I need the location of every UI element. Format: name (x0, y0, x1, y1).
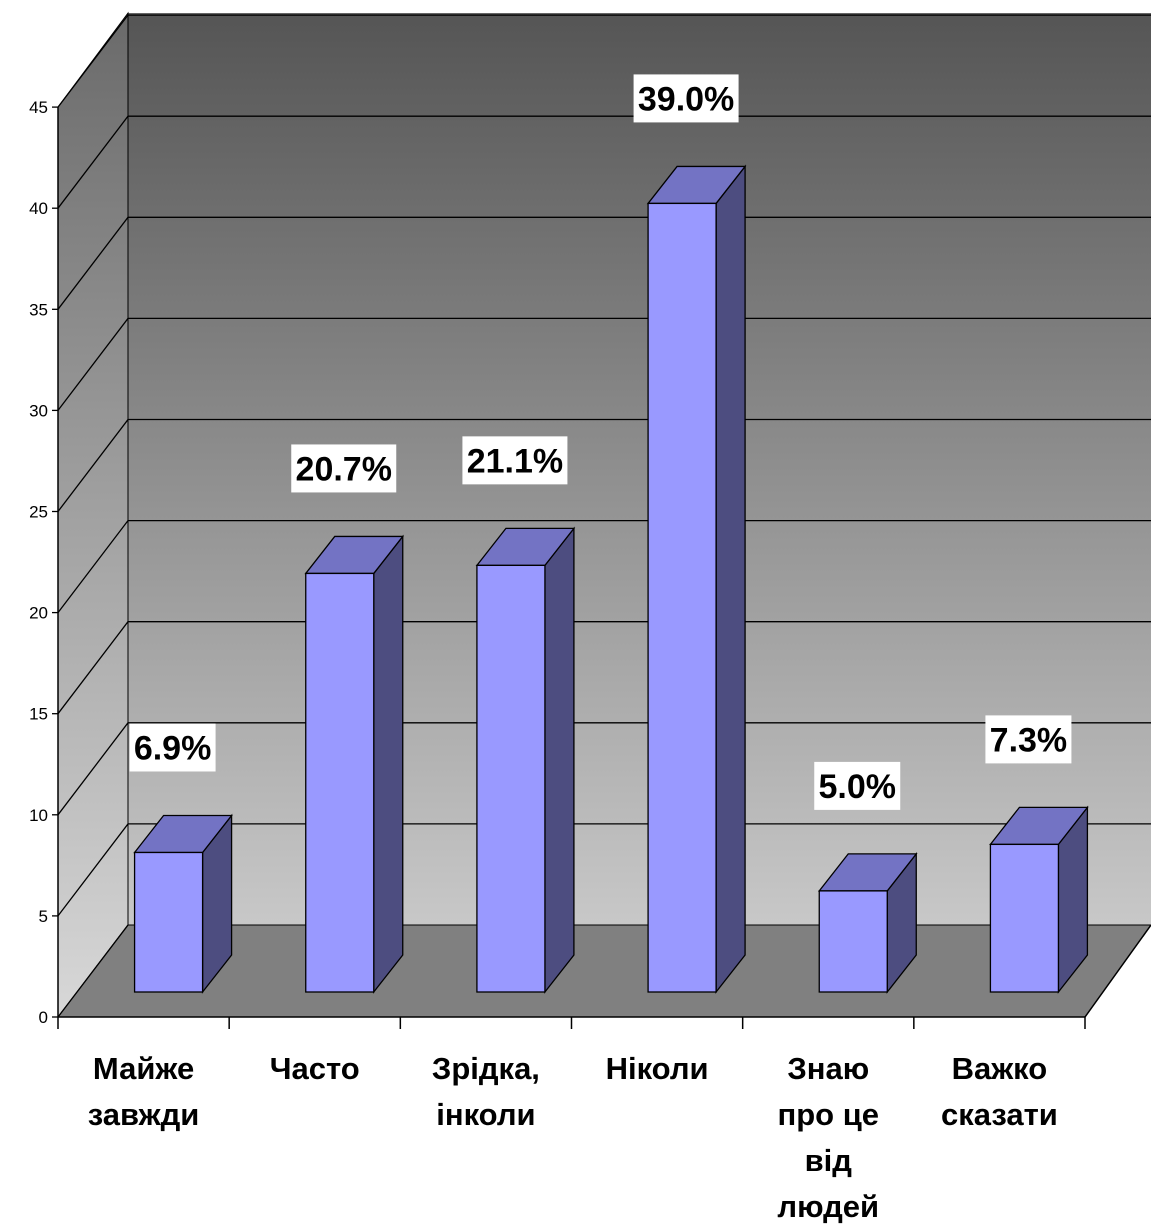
y-tick-label: 15 (29, 705, 48, 724)
y-tick-label: 40 (29, 199, 48, 218)
bar-front (989, 843, 1060, 993)
category-label: Зрідка, інколи (432, 1051, 540, 1132)
data-label: 6.9% (134, 729, 212, 767)
side-gridline (57, 216, 129, 310)
data-label-box (462, 436, 568, 485)
bar (304, 534, 405, 994)
category-label-line: людей (777, 1189, 879, 1224)
data-labels: 6.9% 20.7% 21.1% 39.0% 5.0% 7.3% (129, 74, 1072, 810)
data-label-box (129, 723, 216, 772)
data-label-box (291, 444, 397, 493)
category-label: Знаю про це від людей (777, 1051, 879, 1224)
floor-edge (1084, 924, 1151, 1018)
data-label-box (985, 715, 1072, 764)
bar-front (133, 851, 204, 993)
data-label: 39.0% (638, 80, 734, 118)
side-wall (57, 11, 129, 1019)
data-label: 5.0% (819, 768, 897, 806)
side-gridline (57, 722, 129, 816)
bar-side (715, 164, 746, 994)
data-label-box (633, 74, 739, 123)
side-gridline (57, 621, 129, 715)
y-tick-label: 0 (39, 1008, 48, 1027)
y-tick-label: 5 (39, 907, 48, 926)
category-label-line: інколи (436, 1097, 535, 1132)
data-label: 7.3% (990, 721, 1068, 759)
gridlines (57, 14, 1151, 1018)
bar-side (373, 534, 404, 994)
side-gridline (57, 520, 129, 613)
bar-front (305, 572, 375, 993)
category-label-line: Знаю (787, 1051, 869, 1086)
category-label: Майже завжди (88, 1051, 200, 1132)
side-gridline (57, 419, 129, 512)
category-labels: Майже завжди Часто Зрідка, інколи Ніколи Знаю п… (88, 1051, 1058, 1224)
axes: 0 5 10 15 20 25 30 35 40 45 (29, 98, 1151, 1029)
bar (646, 164, 747, 994)
category-label-line: Важко (952, 1051, 1048, 1086)
category-label-line: завжди (88, 1097, 200, 1132)
category-label-line: від (805, 1143, 853, 1178)
category-label: Важко сказати (941, 1051, 1058, 1132)
category-label-line: сказати (941, 1097, 1058, 1132)
side-gridline (57, 823, 129, 917)
y-tick-label: 20 (29, 604, 48, 623)
category-label-line: Ніколи (606, 1051, 709, 1086)
bar (133, 813, 233, 994)
side-gridline (57, 14, 129, 108)
y-tick-label: 35 (29, 300, 48, 319)
y-tick-label: 45 (29, 98, 48, 117)
category-label-line: Зрідка, (432, 1051, 540, 1086)
bar-front (818, 890, 888, 993)
category-label-line: про це (777, 1097, 879, 1132)
side-gridline (57, 924, 129, 1018)
bar-front (476, 564, 546, 993)
bar (817, 852, 918, 994)
data-label: 21.1% (467, 442, 563, 480)
category-label-line: Часто (270, 1051, 360, 1086)
data-label-box (814, 761, 901, 810)
category-label-line: Майже (93, 1051, 194, 1086)
back-wall (128, 13, 1151, 926)
bar (989, 805, 1089, 994)
bar (475, 526, 576, 994)
bar-front (647, 202, 717, 993)
bar-side (544, 526, 575, 994)
bars (133, 164, 1089, 994)
category-label: Часто (270, 1051, 360, 1086)
y-tick-label: 25 (29, 503, 48, 522)
y-tick-label: 10 (29, 806, 48, 825)
side-gridline (57, 115, 129, 209)
data-label: 20.7% (296, 450, 392, 488)
side-gridline (57, 318, 129, 411)
y-tick-label: 30 (29, 401, 48, 420)
category-label: Ніколи (606, 1051, 709, 1086)
